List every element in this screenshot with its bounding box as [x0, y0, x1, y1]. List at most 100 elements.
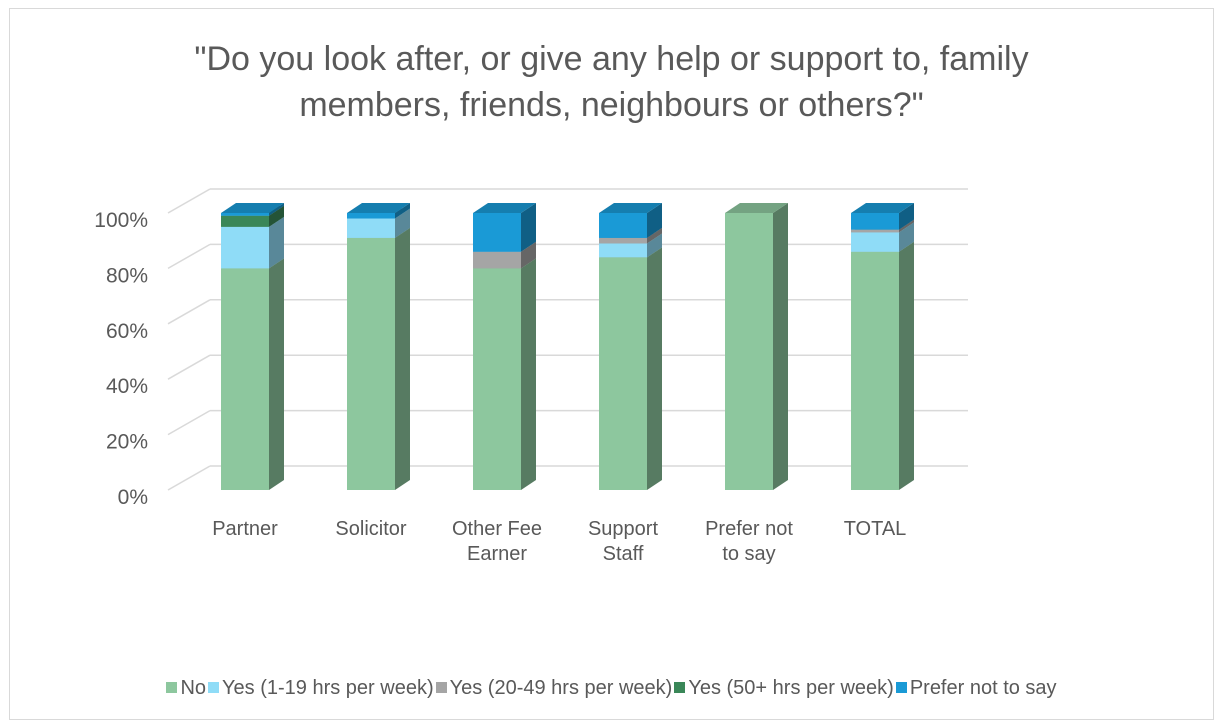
bar-side	[269, 216, 284, 269]
gridline-connector	[167, 354, 211, 380]
legend-item: Prefer not to say	[895, 677, 1057, 700]
bar-segment	[473, 203, 536, 252]
bar-side	[899, 203, 914, 230]
bar-front	[347, 218, 395, 238]
x-tick-label: Earner	[467, 543, 527, 565]
x-tick-label: TOTAL	[844, 518, 907, 540]
bar-side	[269, 205, 284, 227]
x-tick-label: Partner	[212, 518, 278, 540]
bar-front	[851, 229, 899, 233]
y-tick-label: 20%	[106, 431, 148, 454]
bar-front	[851, 251, 899, 490]
bar-front	[473, 213, 521, 252]
bar-side	[647, 203, 662, 238]
bar-front	[599, 257, 647, 490]
x-tick-label: Prefer not	[705, 518, 793, 540]
bar-segment	[221, 203, 284, 216]
bar-segment	[347, 227, 410, 490]
bar-side	[395, 203, 410, 219]
gridline-connector	[167, 465, 211, 491]
bar-segment	[599, 203, 662, 238]
x-tick-label: Support	[588, 518, 658, 540]
bar-front	[473, 251, 521, 269]
y-tick-label: 40%	[106, 375, 148, 398]
bar-front	[851, 213, 899, 230]
bar-top	[221, 203, 284, 213]
bar-side	[395, 208, 410, 238]
bar-front	[851, 232, 899, 252]
bar-stack	[725, 203, 788, 490]
bar-stack	[347, 203, 410, 490]
y-tick-label: 60%	[106, 320, 148, 343]
gridline-connector	[167, 299, 211, 325]
legend-label: Prefer not to say	[909, 677, 1057, 699]
bar-side	[899, 241, 914, 490]
legend-label: Yes (20-49 hrs per week)	[449, 677, 673, 699]
bar-top	[851, 203, 914, 213]
legend-swatch	[895, 682, 907, 693]
bar-stack	[221, 203, 284, 490]
bar-side	[647, 227, 662, 244]
bar-side	[269, 203, 284, 216]
bar-front	[599, 237, 647, 244]
bar-top	[473, 203, 536, 213]
bar-front	[473, 268, 521, 490]
bar-side	[899, 219, 914, 233]
chart-title-line-2: members, friends, neighbours or others?"	[299, 86, 924, 124]
bar-side	[647, 233, 662, 258]
legend-label: Yes (1-19 hrs per week)	[222, 677, 434, 699]
bar-segment	[599, 247, 662, 490]
gridline-connector	[167, 243, 211, 270]
bar-segment	[851, 241, 914, 490]
legend-item: Yes (1-19 hrs per week)	[208, 677, 434, 700]
bar-side	[521, 258, 536, 490]
bar-side	[899, 222, 914, 252]
bar-segment	[221, 258, 284, 490]
x-tick-label: Solicitor	[335, 518, 406, 540]
legend-label: No	[180, 677, 207, 699]
bar-stack	[473, 203, 536, 490]
bar-front	[725, 213, 773, 490]
y-tick-label: 80%	[106, 264, 148, 287]
bar-front	[599, 213, 647, 238]
legend-item: Yes (50+ hrs per week)	[674, 677, 894, 700]
bar-top	[725, 203, 788, 213]
legend-item: No	[166, 677, 206, 700]
bar-side	[395, 227, 410, 490]
legend-swatch	[208, 682, 220, 693]
bar-segment	[473, 258, 536, 490]
x-tick-label: Staff	[603, 543, 644, 565]
chart-title: "Do you look after, or give any help or …	[0, 36, 1223, 128]
bar-front	[347, 213, 395, 219]
bar-front	[599, 243, 647, 258]
y-tick-label: 100%	[94, 209, 148, 232]
bar-front	[347, 237, 395, 490]
bar-side	[269, 258, 284, 490]
x-tick-label: to say	[722, 543, 775, 565]
bar-front	[221, 215, 269, 227]
bar-segment	[725, 203, 788, 490]
bar-segment	[851, 203, 914, 230]
bar-front	[221, 226, 269, 269]
bar-side	[773, 203, 788, 490]
legend-label: Yes (50+ hrs per week)	[688, 677, 894, 699]
bar-side	[521, 241, 536, 269]
bar-front	[221, 268, 269, 490]
bar-stack	[599, 203, 662, 490]
bar-segment	[347, 203, 410, 219]
bar-top	[599, 203, 662, 213]
legend-swatch	[674, 682, 686, 693]
legend-swatch	[166, 682, 178, 693]
chart-title-line-1: "Do you look after, or give any help or …	[194, 40, 1029, 78]
y-tick-label: 0%	[118, 486, 148, 509]
gridlines	[167, 188, 968, 491]
bar-top	[347, 203, 410, 213]
gridline-connector	[167, 409, 211, 436]
bar-stack	[851, 203, 914, 490]
legend-item: Yes (20-49 hrs per week)	[435, 677, 673, 700]
bar-side	[521, 203, 536, 252]
x-tick-label: Other Fee	[452, 518, 542, 540]
legend-swatch	[435, 682, 447, 693]
bar-side	[647, 247, 662, 490]
